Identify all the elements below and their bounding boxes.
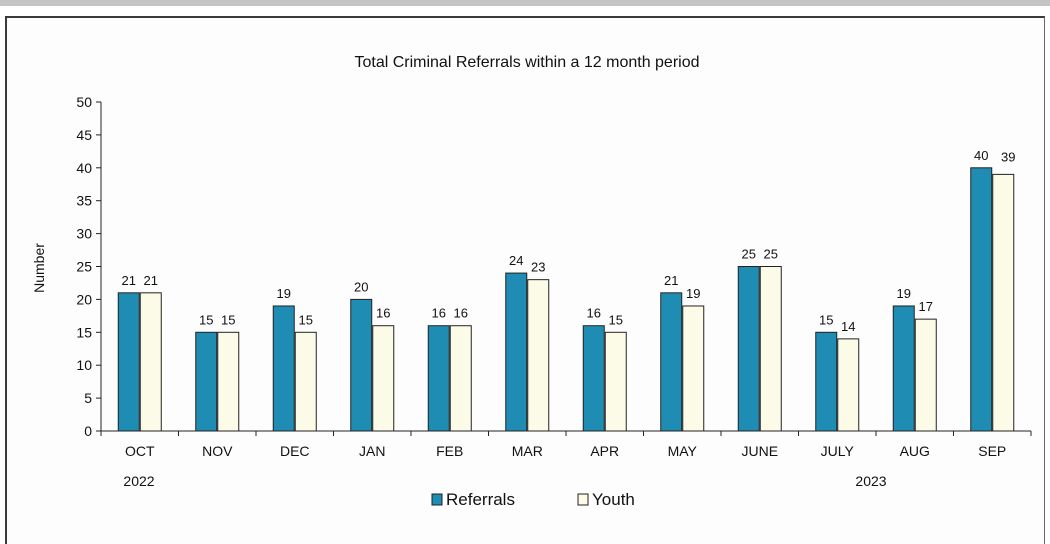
bar-youth [139, 292, 162, 432]
y-tick-label: 35 [76, 193, 92, 209]
bar-youth [682, 305, 705, 432]
data-label-youth: 25 [764, 247, 778, 262]
bar-youth [914, 318, 937, 432]
bar-youth [837, 338, 860, 432]
bar-youth [217, 331, 240, 432]
year-label-start: 2022 [123, 473, 154, 489]
legend: Referrals Youth [431, 490, 635, 509]
bar-referrals [660, 292, 683, 432]
x-tick-label: MAY [668, 443, 698, 459]
x-tick-label: APR [590, 443, 619, 459]
data-label-referrals: 40 [974, 148, 988, 163]
data-label-youth: 15 [221, 312, 235, 327]
data-label-youth: 19 [686, 286, 700, 301]
x-tick-label: SEP [978, 443, 1006, 459]
bar-referrals [272, 305, 295, 432]
y-tick-label: 0 [84, 423, 92, 439]
data-label-referrals: 19 [897, 286, 911, 301]
legend-swatch-youth [577, 493, 589, 506]
data-label-referrals: 24 [509, 253, 523, 268]
bar-referrals [350, 298, 373, 432]
x-tick-label: OCT [125, 443, 155, 459]
data-label-referrals: 21 [122, 273, 136, 288]
data-label-referrals: 20 [354, 279, 368, 294]
data-label-referrals: 21 [664, 273, 678, 288]
x-tick-label: MAR [512, 443, 543, 459]
chart-title: Total Criminal Referrals within a 12 mon… [354, 54, 699, 71]
bar-youth [527, 279, 550, 432]
data-label-youth: 16 [454, 306, 468, 321]
data-label-referrals: 16 [587, 306, 601, 321]
y-tick-label: 25 [76, 259, 92, 275]
x-tick-label: FEB [436, 443, 463, 459]
data-label-youth: 23 [531, 260, 545, 275]
y-axis-label: Number [31, 243, 47, 293]
bar-referrals [737, 266, 760, 432]
y-tick-label: 45 [76, 127, 92, 143]
y-tick-label: 5 [84, 390, 92, 406]
bar-youth [604, 331, 627, 432]
bar-youth [759, 266, 782, 432]
x-tick-label: DEC [280, 443, 310, 459]
data-label-youth: 17 [919, 299, 933, 314]
data-label-referrals: 19 [277, 286, 291, 301]
bar-referrals [582, 325, 605, 432]
data-label-youth: 39 [1001, 149, 1015, 164]
legend-swatch-referrals [431, 493, 443, 506]
data-label-referrals: 15 [819, 312, 833, 327]
bar-referrals [195, 331, 218, 432]
y-tick-label: 30 [76, 226, 92, 242]
x-tick-label: JULY [821, 443, 855, 459]
legend-label-youth: Youth [592, 490, 635, 509]
bar-referrals [117, 292, 140, 432]
x-tick-label: NOV [202, 443, 233, 459]
data-label-youth: 16 [376, 306, 390, 321]
plot-area: 0 5 10 15 20 25 30 35 40 45 50 OCT 21 21 NOV 15 15 DEC 19 1… [76, 94, 1032, 459]
bar-youth [294, 331, 317, 432]
y-tick-label: 40 [76, 160, 92, 176]
bar-youth [992, 173, 1015, 432]
data-label-referrals: 16 [432, 306, 446, 321]
data-label-youth: 21 [144, 273, 158, 288]
legend-label-referrals: Referrals [446, 490, 515, 509]
x-tick-label: JUNE [741, 443, 778, 459]
x-tick-label: JAN [359, 443, 385, 459]
y-tick-label: 15 [76, 324, 92, 340]
year-label-end: 2023 [855, 473, 886, 489]
bar-referrals [892, 305, 915, 432]
data-label-referrals: 25 [742, 247, 756, 262]
y-tick-label: 10 [76, 357, 92, 373]
bar-referrals [505, 272, 528, 432]
data-label-youth: 15 [299, 312, 313, 327]
bar-youth [449, 325, 472, 432]
x-tick-label: AUG [900, 443, 930, 459]
data-label-youth: 15 [609, 312, 623, 327]
bar-referrals [815, 331, 838, 432]
bar-referrals [970, 167, 993, 432]
bar-referrals [427, 325, 450, 432]
y-tick-label: 20 [76, 291, 92, 307]
y-tick-label: 50 [76, 94, 92, 110]
data-label-youth: 14 [841, 319, 855, 334]
data-label-referrals: 15 [199, 312, 213, 327]
bar-youth [372, 325, 395, 432]
scan-top-band [0, 0, 1050, 6]
